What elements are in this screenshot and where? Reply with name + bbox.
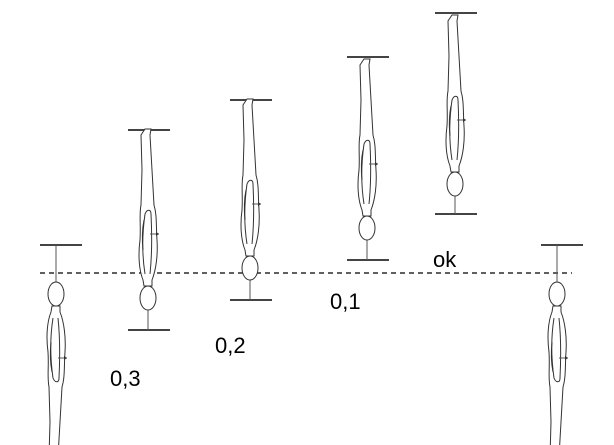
- label: 0,1: [330, 289, 361, 314]
- person: [547, 281, 569, 445]
- person: [357, 58, 379, 241]
- person: [240, 98, 262, 281]
- person: [445, 14, 467, 197]
- label: ok: [433, 247, 457, 272]
- person: [138, 128, 160, 311]
- figures: [40, 12, 583, 445]
- label: 0,3: [110, 366, 141, 391]
- label: 0,2: [215, 333, 246, 358]
- person: [46, 281, 68, 445]
